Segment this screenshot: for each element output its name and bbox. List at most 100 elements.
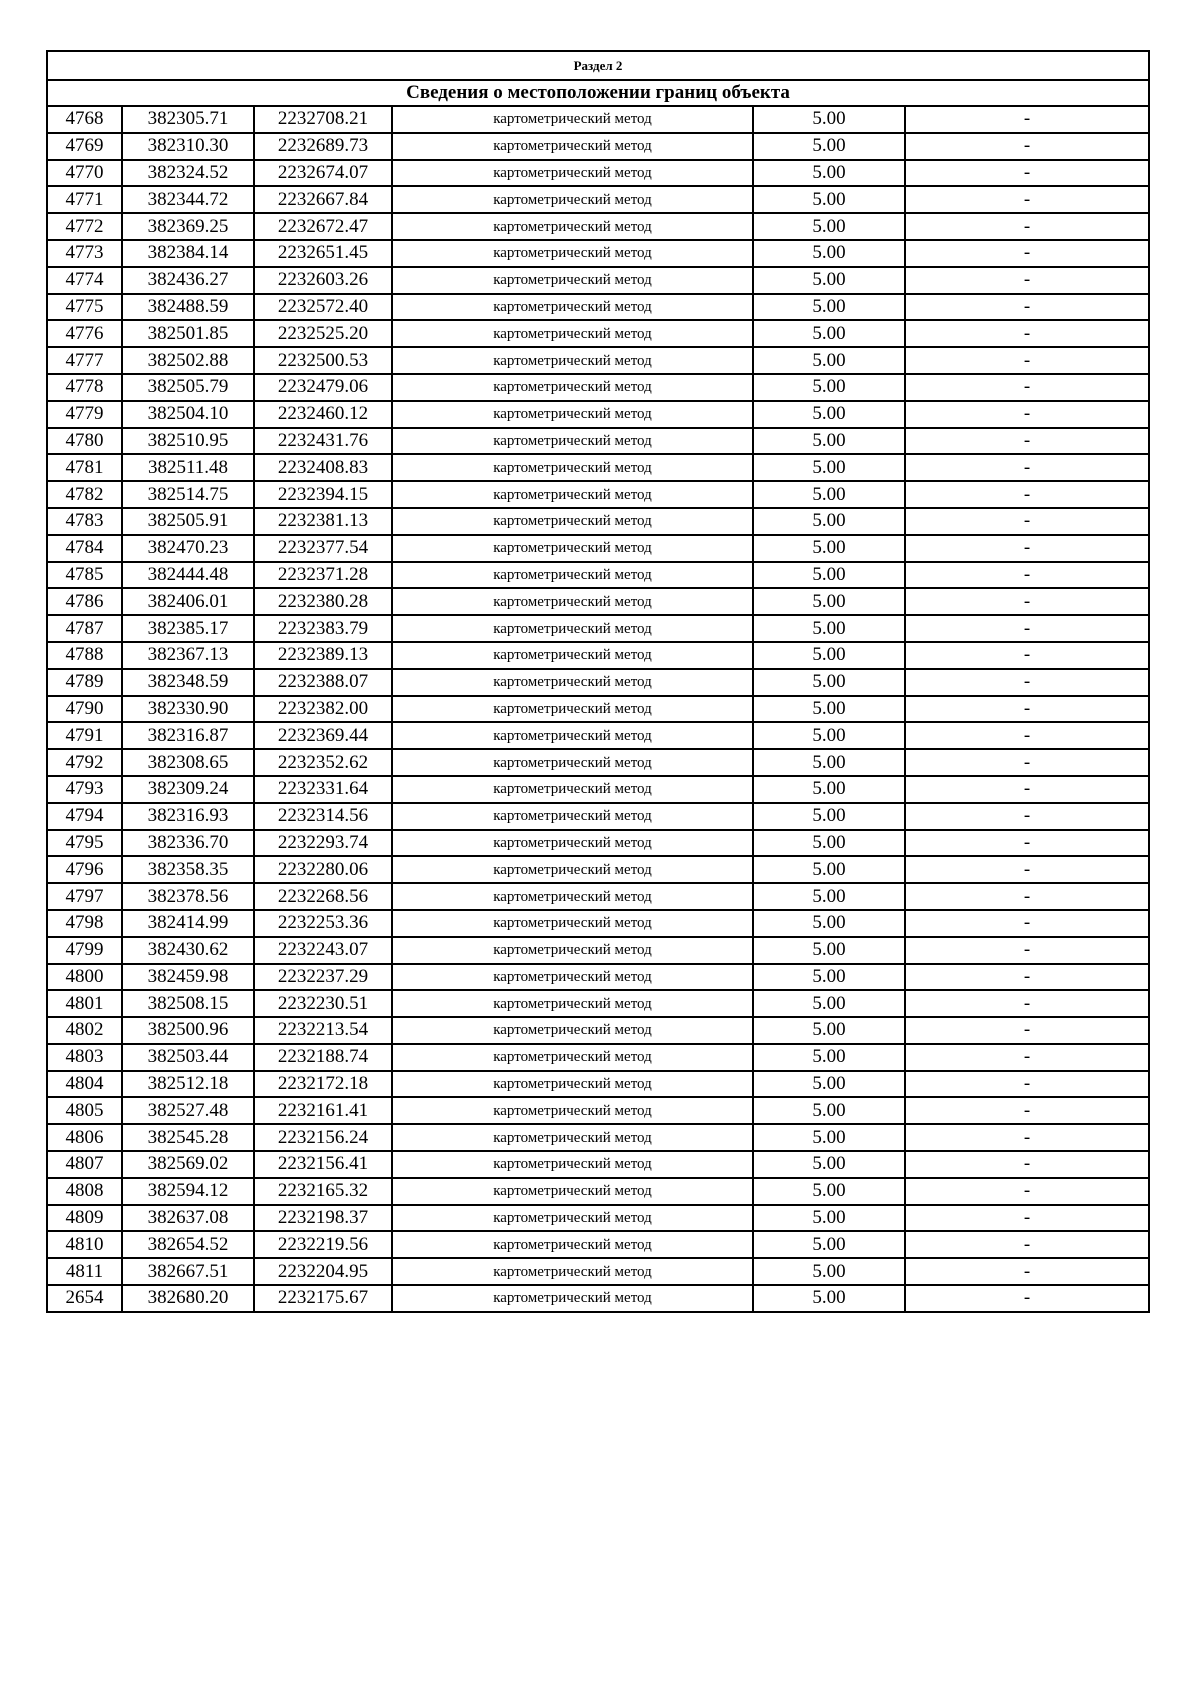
method-cell: картометрический метод	[391, 453, 754, 483]
method-cell: картометрический метод	[391, 319, 754, 349]
y-coordinate-cell: 2232175.67	[253, 1284, 393, 1313]
method-cell: картометрический метод	[391, 748, 754, 777]
accuracy-cell: 5.00	[752, 1284, 906, 1313]
table-row: 4774 382436.27 2232603.26 картометрический …	[46, 265, 1151, 295]
description-cell: -	[903, 265, 1151, 295]
x-coordinate-cell: 382344.72	[121, 185, 255, 215]
table-row: 4772 382369.25 2232672.47 картометрический …	[46, 212, 1151, 241]
x-coordinate-cell: 382667.51	[121, 1257, 255, 1287]
accuracy-cell: 5.00	[752, 1150, 906, 1179]
method-cell: картометрический метод	[391, 105, 754, 134]
accuracy-cell: 5.00	[752, 614, 906, 643]
method-cell: картометрический метод	[391, 1096, 754, 1126]
table-row: 4803 382503.44 2232188.74 картометрический …	[46, 1042, 1151, 1072]
accuracy-cell: 5.00	[752, 185, 906, 215]
method-cell: картометрический метод	[391, 1203, 754, 1233]
x-coordinate-cell: 382569.02	[121, 1150, 255, 1179]
method-cell: картометрический метод	[391, 426, 754, 456]
method-cell: картометрический метод	[391, 399, 754, 429]
method-cell: картометрический метод	[391, 989, 754, 1019]
method-cell: картометрический метод	[391, 506, 754, 536]
accuracy-cell: 5.00	[752, 667, 906, 697]
point-number-cell: 4809	[46, 1203, 123, 1233]
y-coordinate-cell: 2232381.13	[253, 506, 393, 536]
description-cell: -	[903, 346, 1151, 375]
point-number-cell: 4805	[46, 1096, 123, 1126]
point-number-cell: 4773	[46, 238, 123, 268]
method-cell: картометрический метод	[391, 372, 754, 402]
y-coordinate-cell: 2232408.83	[253, 453, 393, 483]
description-cell: -	[903, 1257, 1151, 1287]
point-number-cell: 4802	[46, 1016, 123, 1045]
y-coordinate-cell: 2232651.45	[253, 238, 393, 268]
x-coordinate-cell: 382508.15	[121, 989, 255, 1019]
method-cell: картометрический метод	[391, 774, 754, 804]
description-cell: -	[903, 560, 1151, 590]
y-coordinate-cell: 2232667.84	[253, 185, 393, 215]
x-coordinate-cell: 382637.08	[121, 1203, 255, 1233]
accuracy-cell: 5.00	[752, 962, 906, 992]
description-cell: -	[903, 855, 1151, 885]
table-row: 4782 382514.75 2232394.15 картометрический …	[46, 480, 1151, 509]
y-coordinate-cell: 2232156.24	[253, 1123, 393, 1153]
y-coordinate-cell: 2232253.36	[253, 908, 393, 938]
accuracy-cell: 5.00	[752, 935, 906, 965]
point-number-cell: 4800	[46, 962, 123, 992]
description-cell: -	[903, 1042, 1151, 1072]
table-row: 4797 382378.56 2232268.56 картометрический …	[46, 882, 1151, 911]
method-cell: картометрический метод	[391, 935, 754, 965]
table-row: 4768 382305.71 2232708.21 картометрический …	[46, 105, 1151, 134]
y-coordinate-cell: 2232708.21	[253, 105, 393, 134]
table-row: 4776 382501.85 2232525.20 картометрический …	[46, 319, 1151, 349]
x-coordinate-cell: 382316.93	[121, 801, 255, 831]
y-coordinate-cell: 2232382.00	[253, 694, 393, 724]
point-number-cell: 4797	[46, 882, 123, 911]
point-number-cell: 4770	[46, 158, 123, 188]
table-row: 4807 382569.02 2232156.41 картометрический …	[46, 1150, 1151, 1179]
table-row: 4810 382654.52 2232219.56 картометрический …	[46, 1230, 1151, 1260]
x-coordinate-cell: 382488.59	[121, 292, 255, 322]
description-cell: -	[903, 158, 1151, 188]
accuracy-cell: 5.00	[752, 882, 906, 911]
point-number-cell: 4786	[46, 587, 123, 617]
y-coordinate-cell: 2232369.44	[253, 721, 393, 751]
point-number-cell: 4795	[46, 828, 123, 858]
x-coordinate-cell: 382459.98	[121, 962, 255, 992]
x-coordinate-cell: 382316.87	[121, 721, 255, 751]
x-coordinate-cell: 382444.48	[121, 560, 255, 590]
accuracy-cell: 5.00	[752, 908, 906, 938]
x-coordinate-cell: 382514.75	[121, 480, 255, 509]
point-number-cell: 4793	[46, 774, 123, 804]
description-cell: -	[903, 694, 1151, 724]
table-row: 4777 382502.88 2232500.53 картометрический …	[46, 346, 1151, 375]
point-number-cell: 4792	[46, 748, 123, 777]
point-number-cell: 4769	[46, 131, 123, 161]
x-coordinate-cell: 382505.91	[121, 506, 255, 536]
x-coordinate-cell: 382369.25	[121, 212, 255, 241]
x-coordinate-cell: 382501.85	[121, 319, 255, 349]
table-row: 4789 382348.59 2232388.07 картометрический …	[46, 667, 1151, 697]
accuracy-cell: 5.00	[752, 721, 906, 751]
method-cell: картометрический метод	[391, 1150, 754, 1179]
accuracy-cell: 5.00	[752, 694, 906, 724]
accuracy-cell: 5.00	[752, 801, 906, 831]
y-coordinate-cell: 2232314.56	[253, 801, 393, 831]
description-cell: -	[903, 801, 1151, 831]
accuracy-cell: 5.00	[752, 105, 906, 134]
x-coordinate-cell: 382308.65	[121, 748, 255, 777]
method-cell: картометрический метод	[391, 828, 754, 858]
x-coordinate-cell: 382505.79	[121, 372, 255, 402]
method-cell: картометрический метод	[391, 801, 754, 831]
point-number-cell: 4806	[46, 1123, 123, 1153]
accuracy-cell: 5.00	[752, 131, 906, 161]
point-number-cell: 4807	[46, 1150, 123, 1179]
y-coordinate-cell: 2232156.41	[253, 1150, 393, 1179]
description-cell: -	[903, 1096, 1151, 1126]
y-coordinate-cell: 2232500.53	[253, 346, 393, 375]
accuracy-cell: 5.00	[752, 1230, 906, 1260]
method-cell: картометрический метод	[391, 292, 754, 322]
table-row: 4786 382406.01 2232380.28 картометрический …	[46, 587, 1151, 617]
description-cell: -	[903, 292, 1151, 322]
y-coordinate-cell: 2232672.47	[253, 212, 393, 241]
table-row: 4806 382545.28 2232156.24 картометрический …	[46, 1123, 1151, 1153]
